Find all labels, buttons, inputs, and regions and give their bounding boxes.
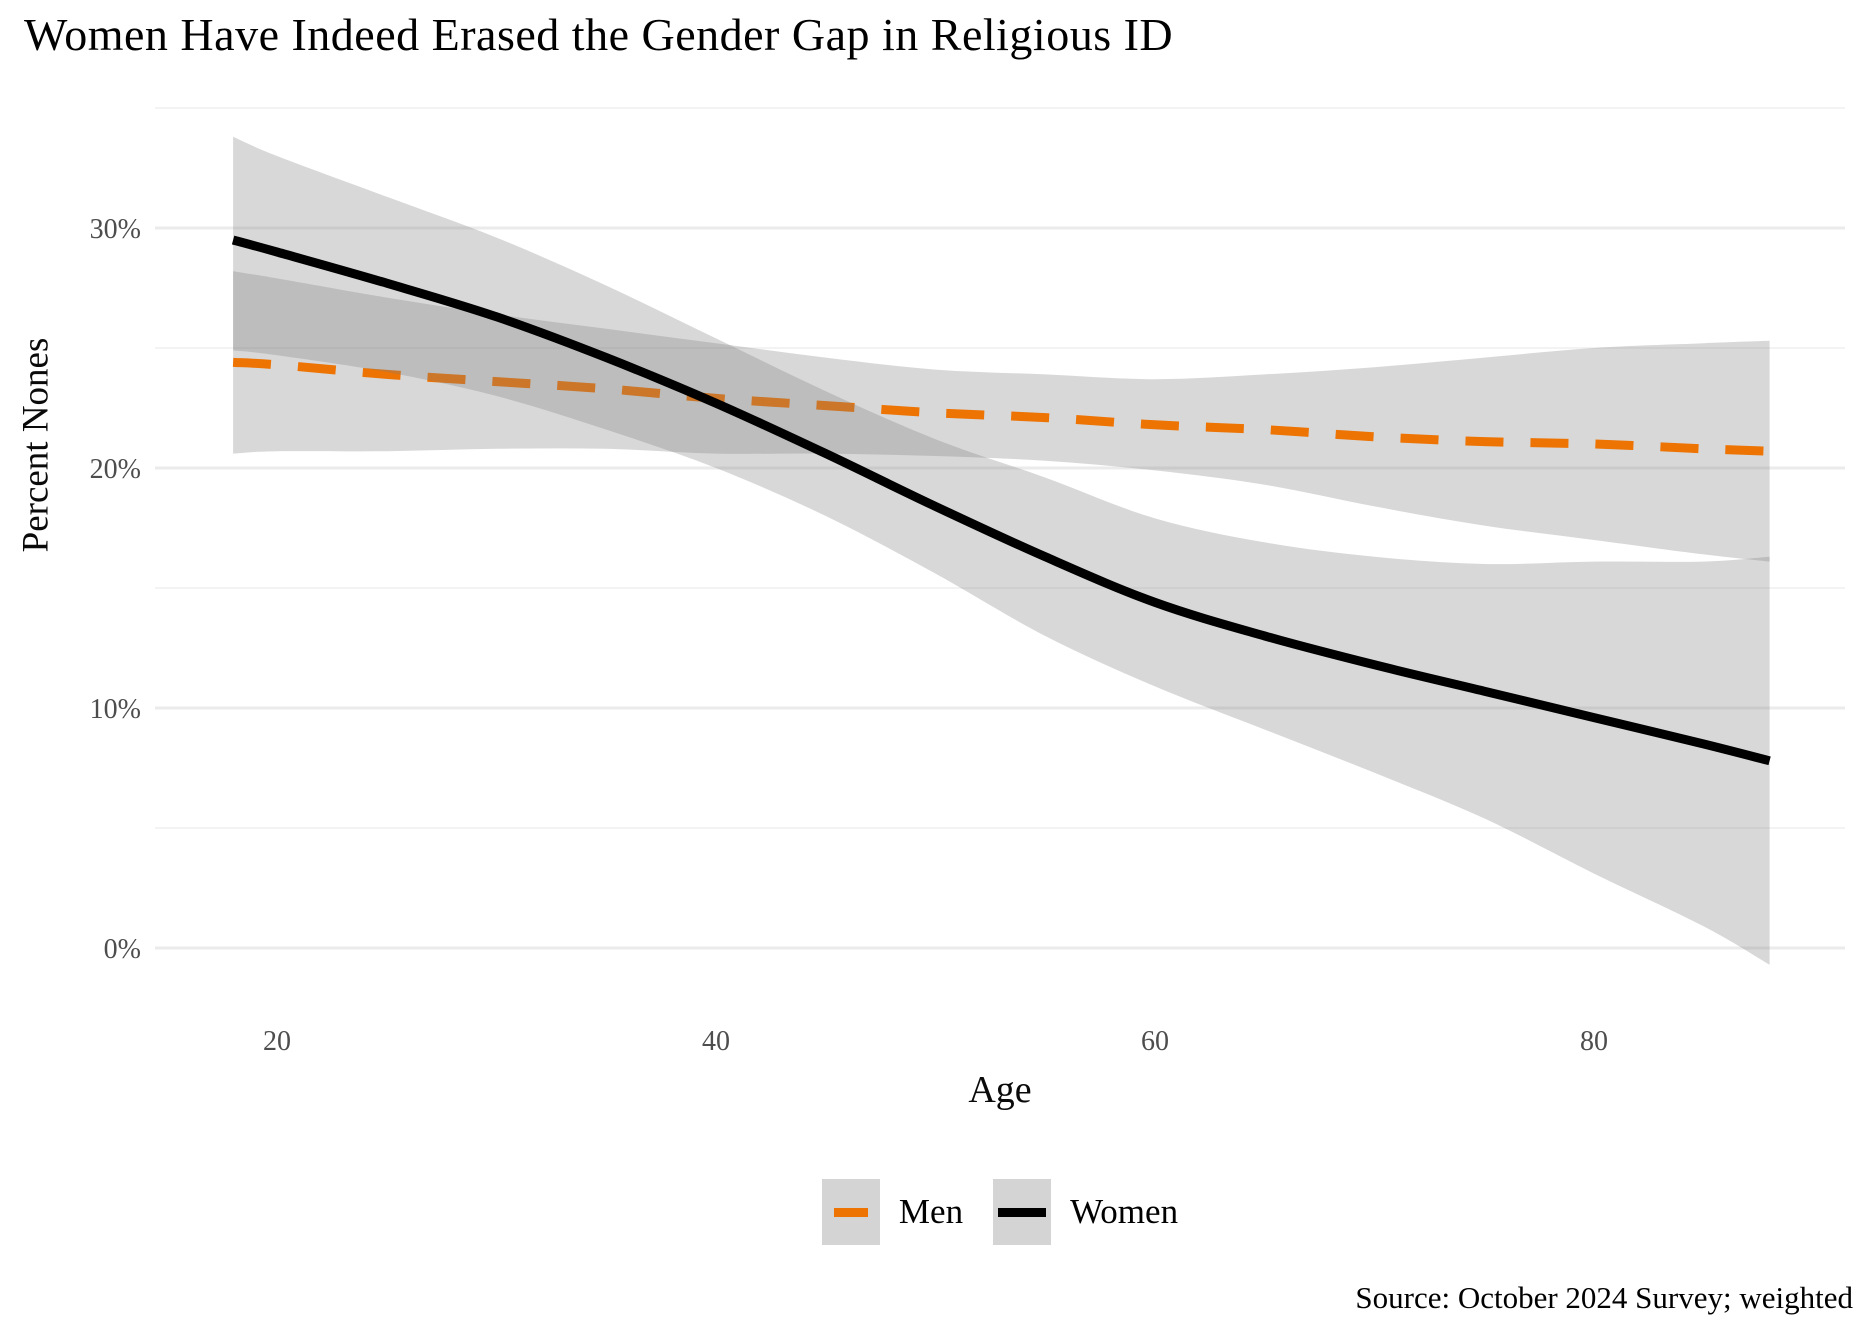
legend-key-women [993,1179,1052,1245]
legend-item-women: Women [993,1179,1178,1245]
men-trend-line [232,357,1770,456]
chart-title: Women Have Indeed Erased the Gender Gap … [24,9,1174,60]
x-axis-title: Age [968,1069,1032,1111]
y-axis-title: Percent Nones [15,337,57,553]
y-tick-label: 0% [104,934,141,965]
legend-label-men: Men [898,1192,964,1231]
y-tick-label: 10% [90,694,141,725]
x-tick-label: 80 [1580,1026,1608,1057]
women-solid-line-icon [998,1207,1047,1217]
y-tick-label: 30% [90,214,141,245]
men-dashed-line-icon [833,1207,868,1217]
women-confidence-band [233,136,1770,965]
legend: Men Women [155,1179,1845,1245]
x-tick-label: 40 [702,1026,730,1057]
x-tick-label: 60 [1141,1026,1169,1057]
x-tick-label: 20 [263,1026,291,1057]
women-trend-line [231,235,1771,766]
legend-label-women: Women [1070,1192,1179,1231]
men-confidence-band [233,271,1770,562]
source-note: Source: October 2024 Survey; weighted [1355,1280,1853,1315]
legend-key-men [821,1179,880,1245]
legend-item-men: Men [821,1179,964,1245]
y-tick-label: 20% [90,454,141,485]
